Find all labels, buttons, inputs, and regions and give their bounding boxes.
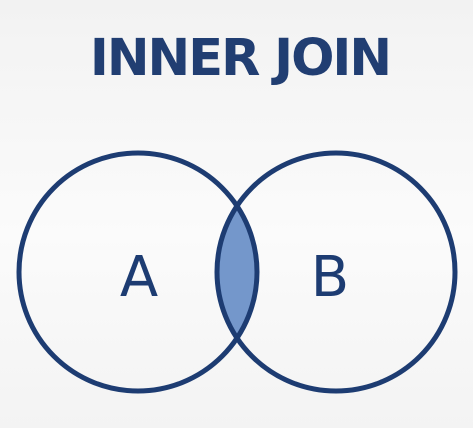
set-a-label: A <box>120 245 158 310</box>
diagram-title: INNER JOIN <box>90 29 390 88</box>
set-b-label: B <box>311 245 349 310</box>
set-a-circle <box>16 150 260 394</box>
set-b-circle <box>214 150 458 394</box>
